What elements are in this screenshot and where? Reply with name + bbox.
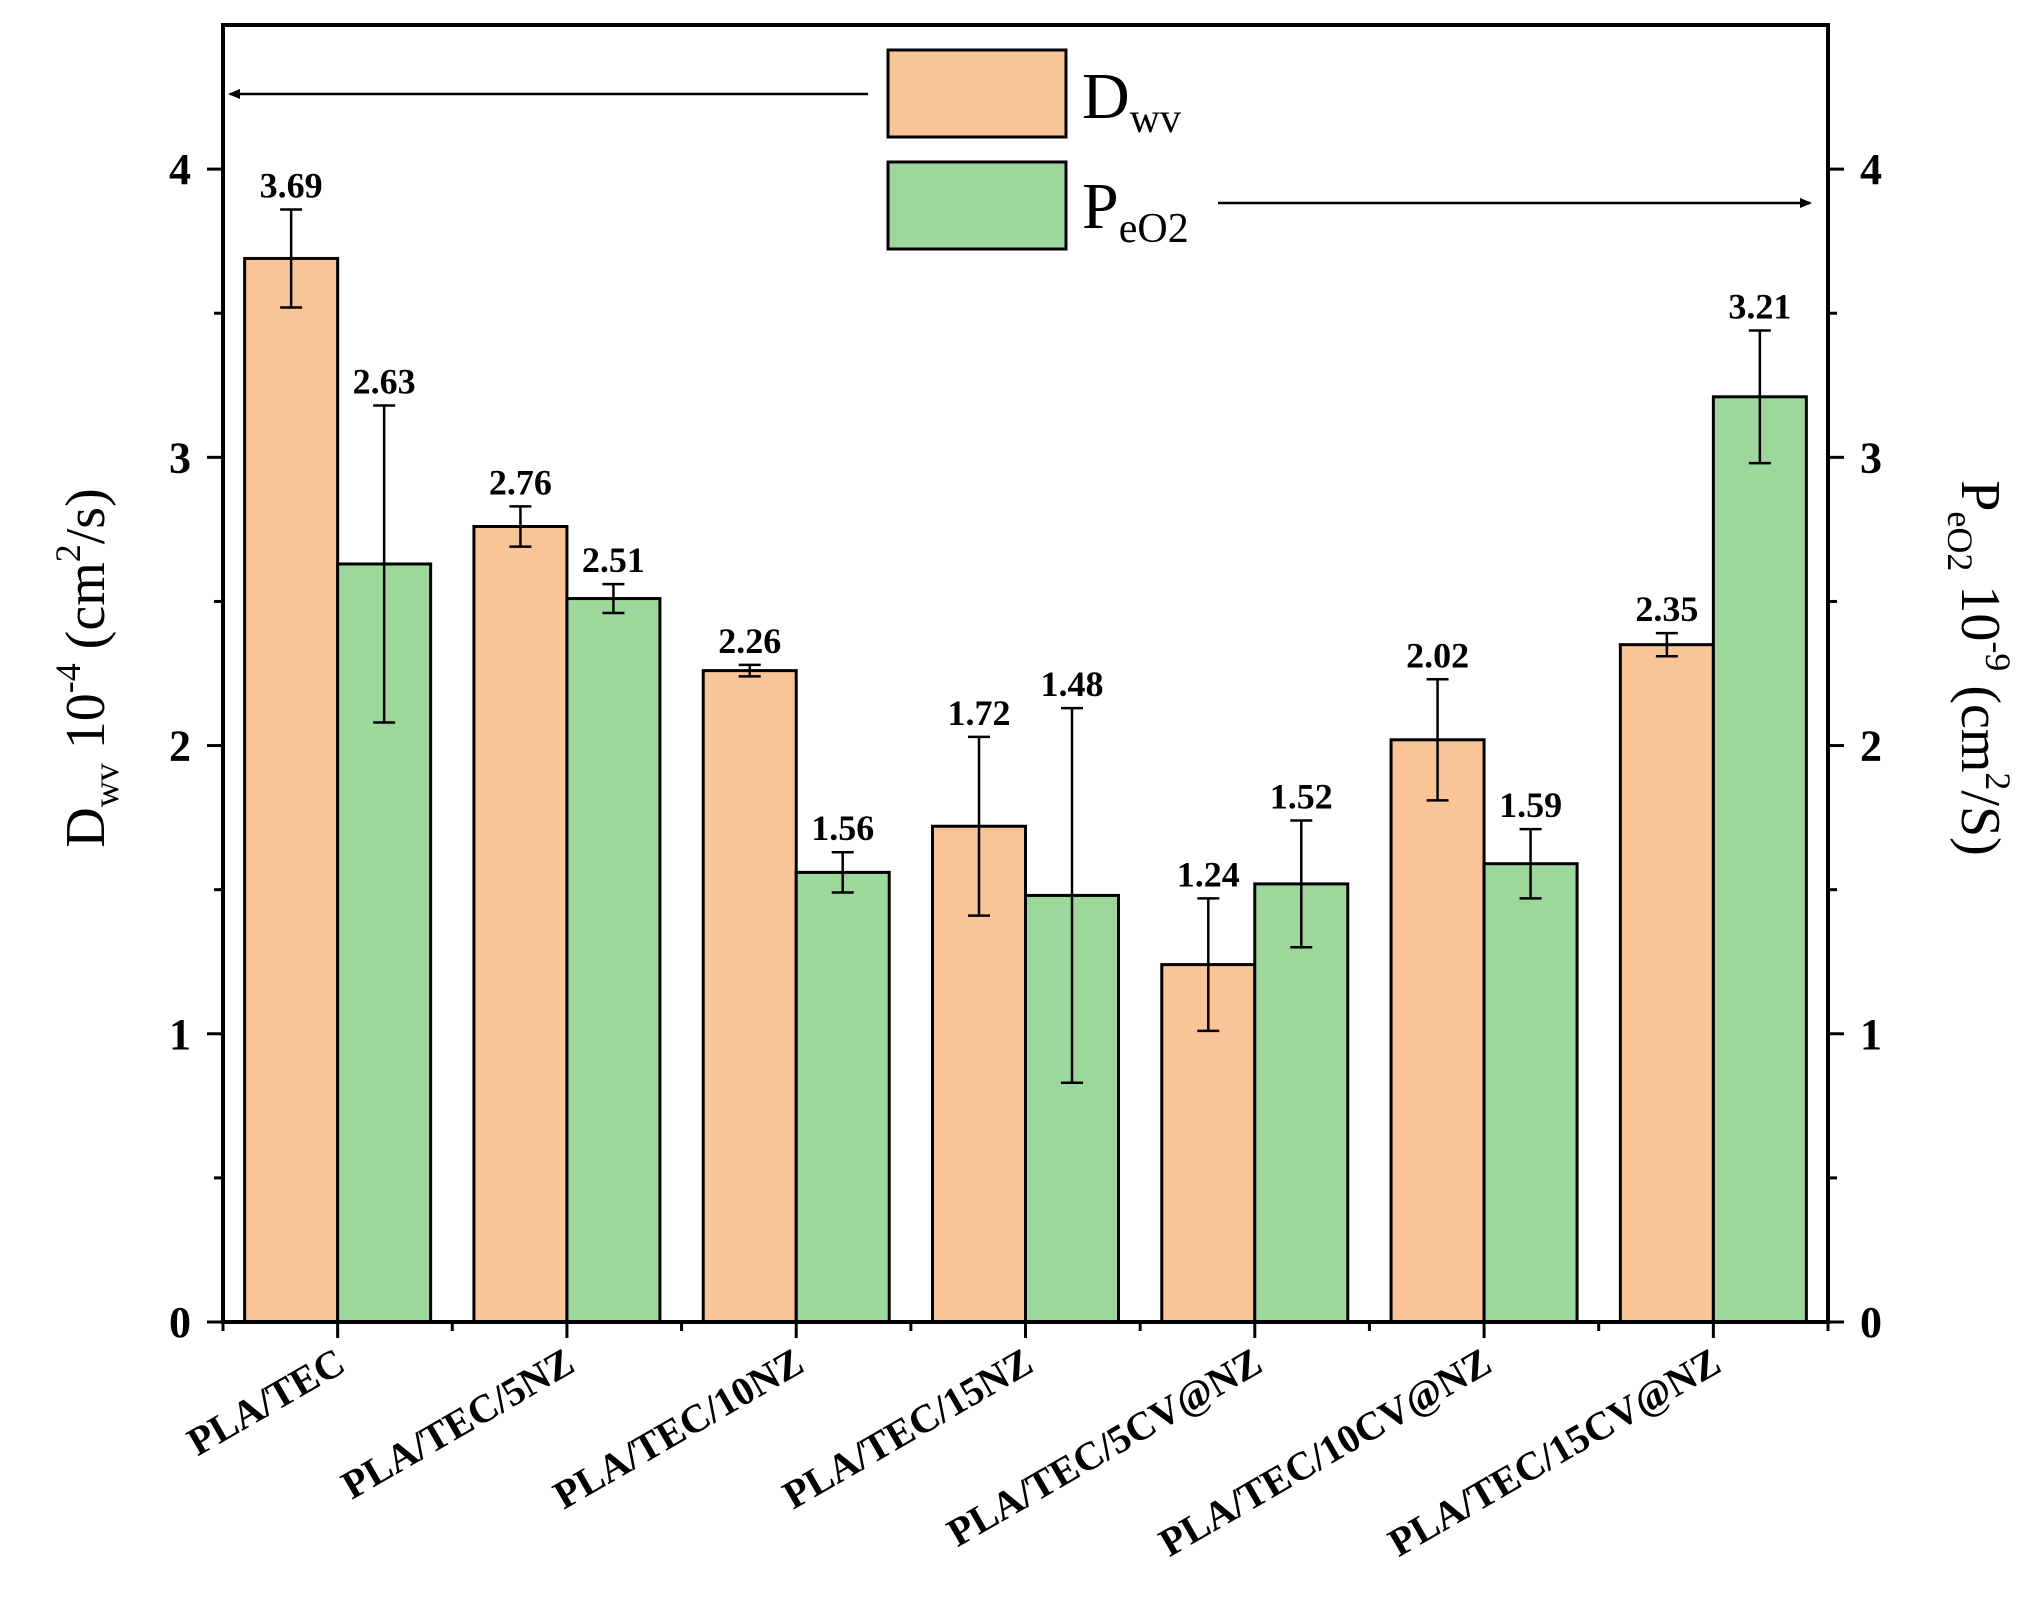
y2-axis-title: PeO2 10-9 (cm2/S): [1940, 480, 2018, 856]
x-tick-label: PLA/TEC/10NZ: [546, 1339, 811, 1518]
bar-dwv-2: [472, 525, 569, 1324]
data-label-peo2-6: 1.59: [1499, 785, 1562, 825]
data-label-dwv-5: 1.24: [1177, 854, 1240, 894]
y-tick-label: 3: [169, 433, 191, 482]
bars-layer: [243, 256, 1808, 1324]
bar-peo2-2: [565, 597, 662, 1324]
bar-peo2-6: [1482, 862, 1579, 1324]
data-label-dwv-7: 2.35: [1635, 589, 1698, 629]
y2-tick-label: 1: [1860, 1010, 1882, 1059]
y-tick-label: 4: [169, 145, 191, 194]
error-bar-dwv-3: [738, 663, 761, 678]
data-label-dwv-3: 2.26: [718, 621, 781, 661]
error-bar-dwv-4: [968, 735, 990, 917]
y-tick-label: 1: [169, 1010, 191, 1059]
y2-tick-label: 4: [1860, 145, 1882, 194]
error-bar-dwv-5: [1197, 897, 1220, 1033]
data-label-peo2-3: 1.56: [811, 808, 874, 848]
legend-swatch-peo2: [886, 160, 1068, 251]
bar-peo2-7: [1711, 395, 1808, 1324]
x-tick-label: PLA/TEC: [180, 1339, 353, 1465]
data-label-peo2-4: 1.48: [1041, 664, 1104, 704]
x-axis-ticks: PLA/TECPLA/TEC/5NZPLA/TEC/10NZPLA/TEC/15…: [180, 1322, 1830, 1565]
data-label-peo2-1: 2.63: [353, 361, 416, 401]
y2-tick-label: 3: [1860, 433, 1882, 482]
data-label-dwv-2: 2.76: [489, 462, 552, 502]
legend: Dwv PeO2: [228, 48, 1812, 252]
legend-label-dwv: Dwv: [1082, 60, 1181, 142]
error-bar-peo2-3: [831, 850, 854, 894]
legend-label-peo2: PeO2: [1082, 170, 1189, 252]
error-bars-layer: [280, 208, 1771, 1085]
error-bar-dwv-2: [509, 505, 532, 548]
bar-peo2-5: [1253, 882, 1350, 1324]
error-bar-peo2-7: [1748, 329, 1771, 465]
error-bar-peo2-1: [373, 404, 396, 724]
bar-dwv-1: [243, 256, 340, 1324]
bar-dwv-3: [701, 669, 798, 1324]
bar-peo2-3: [794, 870, 891, 1324]
error-bar-peo2-2: [602, 582, 625, 615]
error-bar-peo2-6: [1519, 827, 1542, 900]
data-label-dwv-6: 2.02: [1406, 635, 1469, 675]
y-tick-label: 0: [169, 1298, 191, 1347]
error-bar-dwv-7: [1655, 631, 1678, 658]
bar-peo2-4: [1024, 893, 1120, 1324]
bar-dwv-7: [1618, 643, 1715, 1324]
right-axis-ticks: 0 1 2 3 4: [1828, 145, 1882, 1347]
data-label-dwv-1: 3.69: [260, 165, 323, 205]
error-bar-dwv-6: [1426, 678, 1449, 802]
data-label-dwv-4: 1.72: [948, 693, 1011, 733]
y-tick-label: 2: [169, 722, 191, 771]
error-bar-peo2-5: [1290, 819, 1313, 949]
y2-tick-label: 0: [1860, 1298, 1882, 1347]
left-axis-ticks: 0 1 2 3 4: [169, 145, 223, 1347]
error-bar-dwv-1: [280, 208, 303, 309]
legend-swatch-dwv: [886, 48, 1068, 139]
data-label-peo2-5: 1.52: [1270, 776, 1333, 816]
y-axis-title: Dwv 10-4 (cm2/s): [48, 488, 126, 848]
x-tick-label: PLA/TEC/5NZ: [334, 1339, 582, 1508]
data-labels-layer: 3.69 2.76 2.26 1.72 1.24 2.02 2.35 2.63 2.51 1.56…: [260, 165, 1792, 894]
bar-dwv-6: [1389, 738, 1486, 1324]
data-label-peo2-7: 3.21: [1728, 287, 1791, 327]
y2-tick-label: 2: [1860, 722, 1882, 771]
data-label-peo2-2: 2.51: [582, 540, 645, 580]
error-bar-peo2-4: [1061, 706, 1083, 1085]
